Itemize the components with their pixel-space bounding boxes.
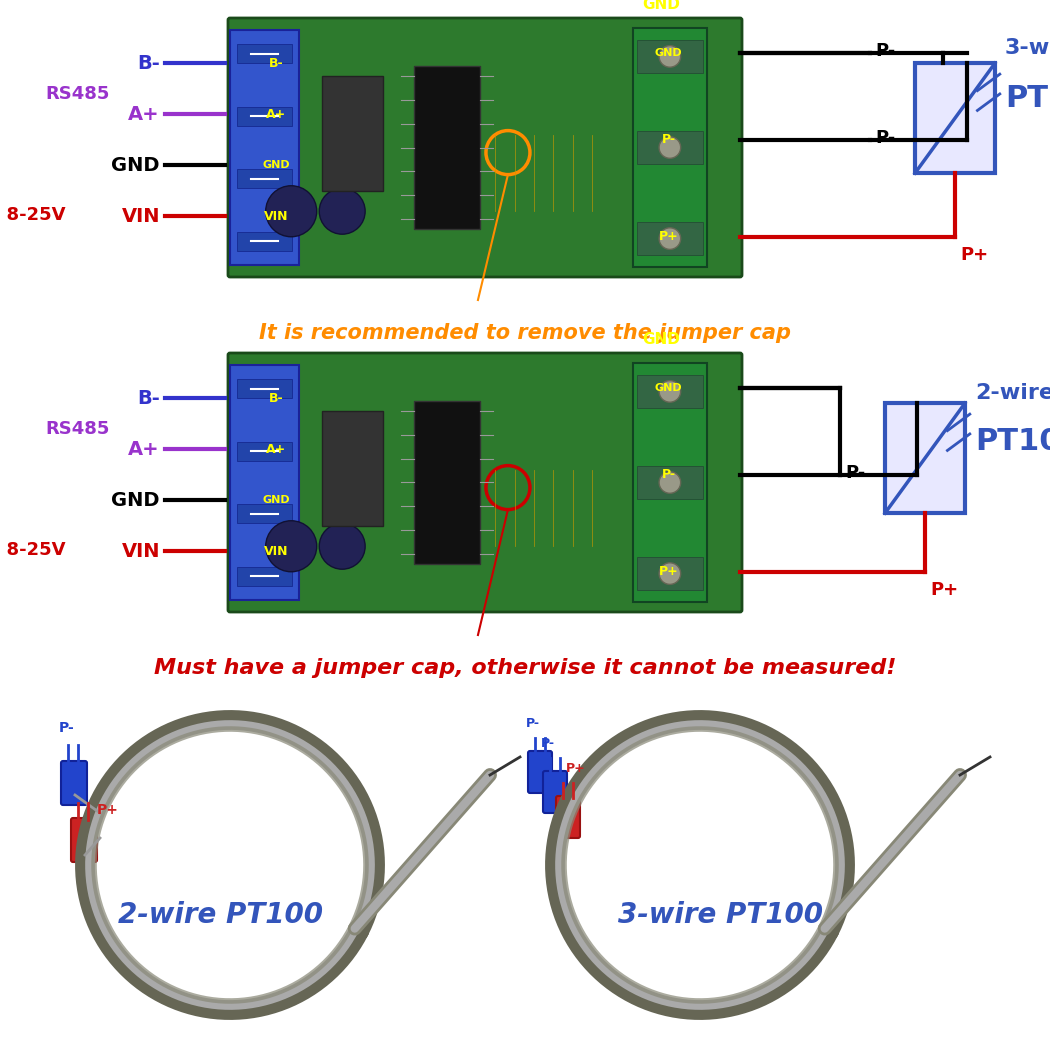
Text: DC 8-25V: DC 8-25V (0, 542, 65, 560)
Text: RS485: RS485 (45, 85, 110, 103)
Text: P-: P- (59, 721, 75, 735)
Bar (414, 401, 480, 564)
Text: It is recommended to remove the jumper cap: It is recommended to remove the jumper c… (259, 323, 791, 343)
FancyBboxPatch shape (71, 818, 97, 862)
Bar (633, 27, 707, 268)
Bar (237, 232, 292, 251)
Text: A+: A+ (128, 440, 160, 459)
Text: P-: P- (875, 129, 896, 147)
Circle shape (659, 45, 680, 67)
Bar (321, 76, 383, 191)
Text: P+: P+ (930, 581, 958, 598)
Text: VIN: VIN (122, 542, 160, 561)
Text: B-: B- (138, 388, 160, 407)
Text: GND: GND (642, 0, 680, 12)
Text: P+: P+ (960, 246, 988, 264)
Text: 2-wire PT100: 2-wire PT100 (118, 901, 322, 929)
Text: A+: A+ (266, 108, 286, 121)
Text: VIN: VIN (264, 545, 288, 558)
Text: 3-wire: 3-wire (1005, 38, 1050, 58)
Text: GND: GND (111, 490, 160, 510)
Bar (237, 44, 292, 63)
FancyBboxPatch shape (228, 353, 742, 612)
Bar (237, 504, 292, 523)
FancyBboxPatch shape (543, 771, 567, 813)
Text: P-: P- (662, 133, 675, 146)
Text: GND: GND (642, 332, 680, 346)
Text: PT100: PT100 (1005, 84, 1050, 112)
Text: P-: P- (541, 737, 554, 750)
Text: 2-wire: 2-wire (975, 383, 1050, 403)
Bar (230, 365, 299, 600)
Text: GND: GND (262, 161, 290, 170)
Text: B-: B- (138, 54, 160, 72)
Bar (237, 107, 292, 126)
Circle shape (319, 523, 365, 569)
Bar (321, 412, 383, 526)
Bar (237, 379, 292, 398)
Bar (237, 169, 292, 188)
Text: VIN: VIN (264, 210, 288, 223)
Text: Must have a jumper cap, otherwise it cannot be measured!: Must have a jumper cap, otherwise it can… (153, 658, 897, 678)
Text: P+: P+ (97, 803, 119, 817)
Circle shape (266, 521, 317, 572)
Text: 3-wire PT100: 3-wire PT100 (617, 901, 822, 929)
Text: B-: B- (269, 57, 284, 70)
Bar (915, 63, 995, 173)
Text: RS485: RS485 (45, 420, 110, 438)
Bar (636, 40, 704, 74)
Bar (885, 403, 965, 513)
FancyBboxPatch shape (61, 761, 87, 805)
Text: P+: P+ (566, 762, 586, 775)
Bar (237, 442, 292, 461)
Bar (230, 30, 299, 265)
FancyBboxPatch shape (528, 751, 552, 793)
Circle shape (659, 228, 680, 249)
Bar (636, 130, 704, 164)
Bar (633, 362, 707, 603)
Text: GND: GND (655, 48, 683, 58)
Bar (636, 556, 704, 590)
FancyBboxPatch shape (228, 18, 742, 277)
Text: P+: P+ (658, 565, 678, 579)
Circle shape (659, 471, 680, 493)
Text: GND: GND (655, 383, 683, 393)
Circle shape (319, 188, 365, 234)
Text: P+: P+ (658, 230, 678, 244)
Text: P-: P- (662, 468, 675, 481)
Circle shape (266, 186, 317, 236)
Text: P-: P- (875, 42, 896, 60)
Bar (636, 375, 704, 408)
Text: B-: B- (269, 392, 284, 405)
Bar (636, 466, 704, 500)
Text: A+: A+ (266, 443, 286, 456)
Text: GND: GND (262, 496, 290, 505)
Text: PT100: PT100 (975, 426, 1050, 456)
Bar (237, 567, 292, 586)
Text: A+: A+ (128, 105, 160, 124)
Bar (636, 222, 704, 255)
Text: VIN: VIN (122, 207, 160, 226)
Text: P-: P- (525, 717, 540, 730)
Circle shape (659, 563, 680, 585)
Bar (414, 66, 480, 229)
Circle shape (659, 136, 680, 159)
FancyBboxPatch shape (556, 796, 580, 838)
Text: GND: GND (111, 155, 160, 175)
Text: DC 8-25V: DC 8-25V (0, 207, 65, 225)
Circle shape (659, 381, 680, 402)
Text: P-: P- (845, 464, 865, 482)
